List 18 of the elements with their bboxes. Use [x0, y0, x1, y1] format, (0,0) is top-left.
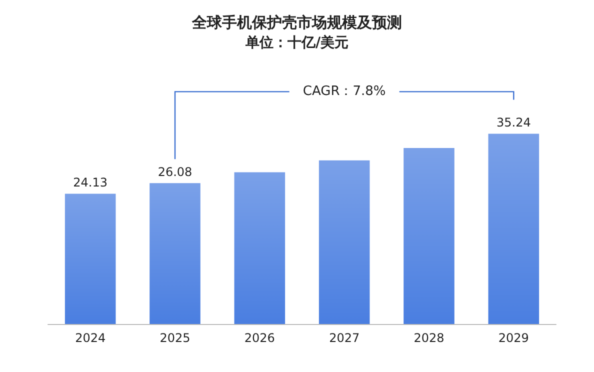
x-tick-label: 2025 — [160, 331, 190, 345]
x-tick-label: 2026 — [244, 331, 275, 345]
data-label: 35.24 — [496, 116, 531, 130]
text: CAGR：7.8% — [302, 84, 386, 100]
bar — [150, 183, 200, 324]
x-tick-label: 2027 — [329, 331, 360, 345]
bar — [64, 194, 116, 324]
x-tick-label: 2028 — [414, 331, 444, 345]
bar — [404, 148, 454, 324]
data-label: 26.08 — [158, 165, 192, 180]
bar — [488, 134, 540, 324]
bar — [318, 160, 370, 324]
data-label: 24.13 — [73, 176, 108, 190]
x-tick-label: 2029 — [498, 331, 529, 345]
chart-subtitle: 单位：十亿/美元 — [244, 34, 349, 51]
chart-title: 全球手机保护壳市场规模及预测 — [191, 14, 402, 32]
bar — [234, 172, 286, 324]
x-tick-label: 2024 — [75, 331, 106, 345]
